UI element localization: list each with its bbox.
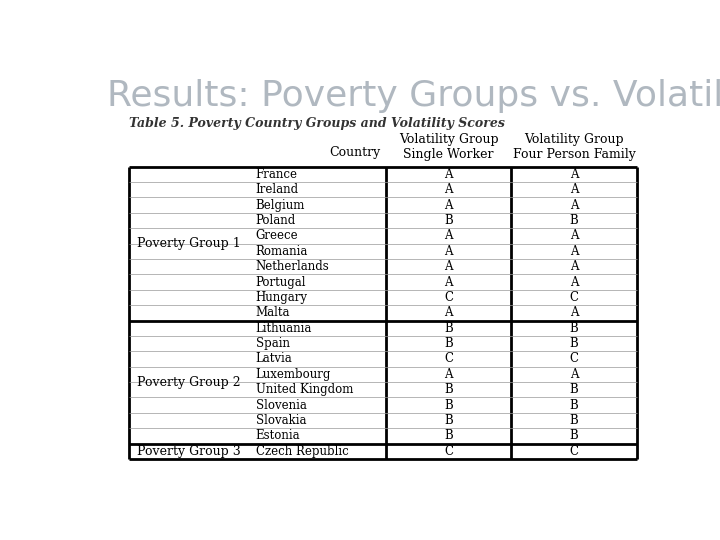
- Text: Czech Republic: Czech Republic: [256, 445, 348, 458]
- Text: Ireland: Ireland: [256, 183, 299, 196]
- Text: Slovenia: Slovenia: [256, 399, 307, 411]
- Text: A: A: [444, 183, 453, 196]
- Text: Latvia: Latvia: [256, 353, 292, 366]
- Text: Country: Country: [329, 146, 380, 159]
- Text: Belgium: Belgium: [256, 199, 305, 212]
- Text: B: B: [570, 214, 578, 227]
- Text: Poland: Poland: [256, 214, 296, 227]
- Text: A: A: [444, 230, 453, 242]
- Text: Volatility Group: Volatility Group: [524, 133, 624, 146]
- Text: Netherlands: Netherlands: [256, 260, 330, 273]
- Text: C: C: [444, 445, 453, 458]
- Text: France: France: [256, 168, 298, 181]
- Text: B: B: [444, 429, 453, 442]
- Text: B: B: [570, 429, 578, 442]
- Text: Greece: Greece: [256, 230, 298, 242]
- Text: C: C: [570, 291, 579, 304]
- Text: A: A: [444, 275, 453, 288]
- Text: Malta: Malta: [256, 306, 290, 319]
- Text: B: B: [444, 399, 453, 411]
- Text: Romania: Romania: [256, 245, 308, 258]
- Text: C: C: [444, 291, 453, 304]
- Text: B: B: [444, 383, 453, 396]
- Text: A: A: [444, 368, 453, 381]
- Text: B: B: [444, 337, 453, 350]
- Text: Portugal: Portugal: [256, 275, 306, 288]
- Text: Table 5. Poverty Country Groups and Volatility Scores: Table 5. Poverty Country Groups and Vola…: [129, 117, 505, 130]
- Text: A: A: [570, 368, 578, 381]
- Text: United Kingdom: United Kingdom: [256, 383, 353, 396]
- Text: Poverty Group 2: Poverty Group 2: [138, 375, 241, 389]
- Text: B: B: [444, 214, 453, 227]
- Text: B: B: [444, 414, 453, 427]
- Text: A: A: [570, 275, 578, 288]
- Text: B: B: [570, 337, 578, 350]
- Text: B: B: [444, 322, 453, 335]
- Text: Results: Poverty Groups vs. Volatility Groups: Results: Poverty Groups vs. Volatility G…: [107, 79, 720, 113]
- Text: A: A: [444, 260, 453, 273]
- Text: A: A: [570, 245, 578, 258]
- Text: Lithuania: Lithuania: [256, 322, 312, 335]
- Text: C: C: [570, 353, 579, 366]
- Text: B: B: [570, 322, 578, 335]
- Text: Hungary: Hungary: [256, 291, 307, 304]
- Text: Luxembourg: Luxembourg: [256, 368, 331, 381]
- Text: A: A: [570, 183, 578, 196]
- Text: B: B: [570, 383, 578, 396]
- Text: A: A: [570, 230, 578, 242]
- Text: A: A: [444, 245, 453, 258]
- Text: A: A: [570, 306, 578, 319]
- Text: Poverty Group 3: Poverty Group 3: [138, 445, 241, 458]
- Text: A: A: [444, 168, 453, 181]
- Text: Single Worker: Single Worker: [403, 148, 494, 161]
- Text: C: C: [444, 353, 453, 366]
- Text: Poverty Group 1: Poverty Group 1: [138, 237, 241, 250]
- Text: Estonia: Estonia: [256, 429, 300, 442]
- Text: A: A: [570, 168, 578, 181]
- Text: Volatility Group: Volatility Group: [399, 133, 498, 146]
- Text: A: A: [444, 199, 453, 212]
- Text: A: A: [570, 260, 578, 273]
- Text: Spain: Spain: [256, 337, 289, 350]
- Text: B: B: [570, 414, 578, 427]
- Text: Slovakia: Slovakia: [256, 414, 306, 427]
- Text: A: A: [444, 306, 453, 319]
- Text: C: C: [570, 445, 579, 458]
- Text: A: A: [570, 199, 578, 212]
- Text: Four Person Family: Four Person Family: [513, 148, 636, 161]
- Text: B: B: [570, 399, 578, 411]
